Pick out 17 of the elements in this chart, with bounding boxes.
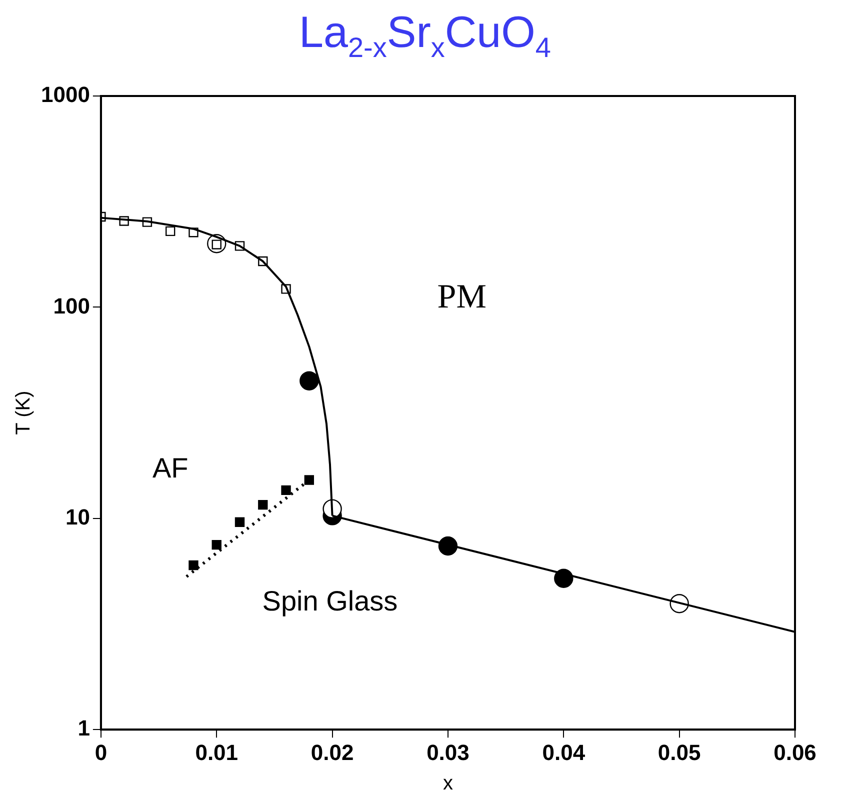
x-tick-label: 0 [94, 740, 108, 765]
y-tick-label: 10 [65, 504, 90, 530]
x-tick-label: 0.02 [310, 740, 354, 765]
x-tick-label: 0.05 [658, 740, 701, 765]
y-tick-label: 100 [53, 293, 90, 318]
x-tick-label: 0.06 [774, 740, 816, 765]
y-axis-title: T (K) [12, 390, 35, 435]
x-axis-title: x [442, 772, 453, 795]
annotation: PM [437, 278, 486, 316]
x-tick-label: 0.01 [195, 740, 238, 765]
y-tick-label: 1 [78, 716, 90, 741]
chart-title: La$_{2-x}$Sr$_{x}$CuO$_{4}$ [298, 8, 552, 64]
x-tick-label: 0.03 [426, 740, 470, 765]
y-tick-label: 1000 [40, 82, 90, 108]
x-tick-label: 0.04 [542, 740, 586, 765]
annotation: AF [152, 452, 188, 484]
annotation: Spin Glass [262, 586, 398, 617]
